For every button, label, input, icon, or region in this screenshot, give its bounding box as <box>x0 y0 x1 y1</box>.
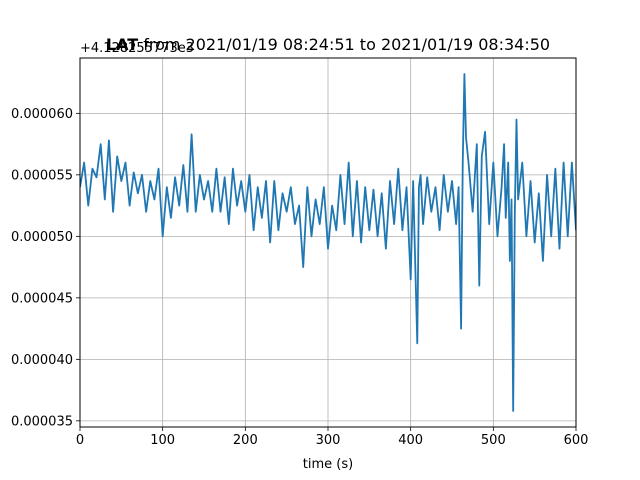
x-tick-label: 300 <box>316 433 341 448</box>
y-tick-label: 0.000055 <box>11 168 73 183</box>
chart-title-bold: LAT <box>106 35 138 54</box>
plot-area <box>80 73 576 412</box>
y-tick-label: 0.000060 <box>11 107 73 122</box>
chart-title: LAT from 2021/01/19 08:24:51 to 2021/01/… <box>106 35 550 54</box>
x-axis-label: time (s) <box>303 457 353 472</box>
y-tick-label: 0.000040 <box>11 353 73 368</box>
x-tick-label: 400 <box>398 433 423 448</box>
x-tick-label: 600 <box>564 433 589 448</box>
x-tick-label: 100 <box>150 433 175 448</box>
y-axis-ticks: 0.000035 0.000040 0.000045 0.000050 0.000055… <box>11 107 80 429</box>
x-axis-ticks: 0 100 200 300 400 500 600 <box>76 427 589 448</box>
y-tick-label: 0.000045 <box>11 291 73 306</box>
y-tick-label: 0.000035 <box>11 414 73 429</box>
x-tick-label: 0 <box>76 433 84 448</box>
x-tick-label: 200 <box>233 433 258 448</box>
y-offset-label: +4.128255773e3 <box>80 41 194 56</box>
chart-title-rest: from 2021/01/19 08:24:51 to 2021/01/19 0… <box>138 35 550 54</box>
y-tick-label: 0.000050 <box>11 230 73 245</box>
series-line <box>80 73 576 412</box>
x-tick-label: 500 <box>481 433 506 448</box>
